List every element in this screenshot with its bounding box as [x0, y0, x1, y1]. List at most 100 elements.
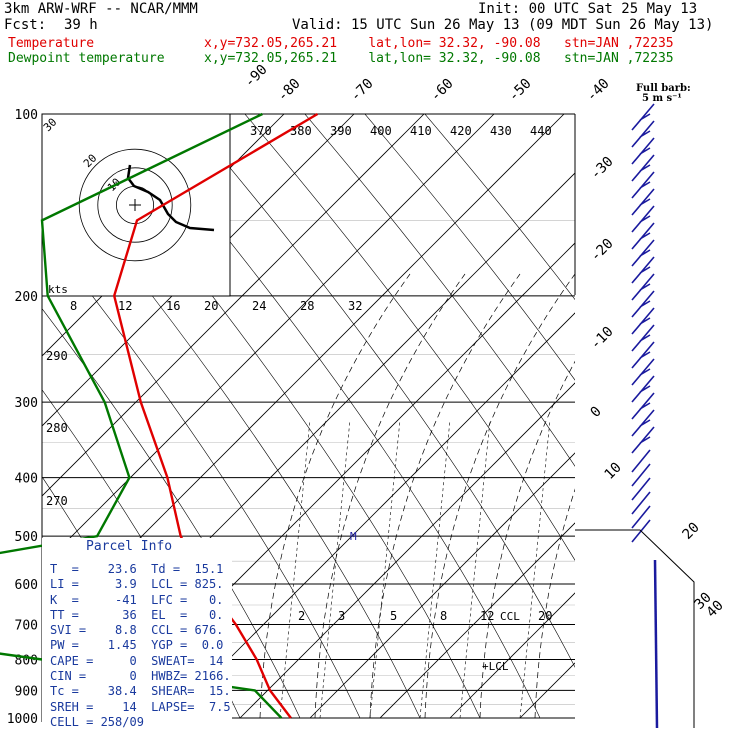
- wind-barb: [631, 120, 655, 148]
- full-barb-label: Full barb:: [636, 83, 691, 94]
- hodograph-scale-label: 20: [204, 299, 218, 313]
- parcel-info-row: CAPE = 0 SWEAT= 14: [50, 653, 224, 668]
- skew-temp-label: -90: [242, 62, 271, 91]
- theta-label: 370: [250, 124, 272, 138]
- isotherm-line: [309, 452, 575, 719]
- isotherm-line: [449, 592, 575, 719]
- pressure-label: 300: [15, 396, 38, 411]
- skew-temp-label: -60: [428, 76, 457, 105]
- theta-label: 380: [290, 124, 312, 138]
- isotherm-line: [660, 78, 740, 718]
- wind-staff: [653, 559, 659, 729]
- wind-barb: [631, 222, 655, 250]
- dry-adiabat: [184, 114, 575, 668]
- dry-adiabat: [244, 114, 575, 561]
- parcel-info-title: Parcel Info: [86, 539, 173, 554]
- parcel-info-row: TT = 36 EL = 0.: [50, 607, 224, 622]
- wind-barb: [631, 324, 655, 352]
- moist-adiabat: [369, 273, 521, 719]
- hodograph-scale-label: 32: [348, 299, 362, 313]
- theta-label: 440: [530, 124, 552, 138]
- wind-barb: [631, 491, 651, 515]
- wind-barb: [631, 188, 655, 216]
- dewpoint-legend: Dewpoint temperature: [8, 51, 165, 66]
- hodograph-scale-label: 8: [70, 299, 77, 313]
- parcel-info-rows: T = 23.6 Td = 15.1 LI = 3.9 LCL = 825. K =…: [50, 562, 231, 730]
- wind-barb: [631, 477, 651, 501]
- isotherm-line: [519, 662, 575, 719]
- pressure-label: 700: [15, 618, 38, 633]
- dry-adiabat: [424, 114, 575, 300]
- skew-temp-label: 0: [588, 404, 605, 421]
- dry-adiabat: [42, 308, 301, 719]
- wind-barb: [631, 358, 655, 386]
- mixing-ratio-label: 8: [440, 609, 447, 623]
- theta-side-label: 290: [46, 349, 68, 363]
- skew-temp-label: 20: [680, 520, 703, 543]
- mixing-ratio-line: [419, 419, 451, 719]
- wind-barb: [631, 375, 655, 403]
- ccl-marker: CCL: [500, 610, 520, 623]
- wind-barb: [631, 239, 655, 267]
- theta-label: 420: [450, 124, 472, 138]
- init-time: Init: 00 UTC Sat 25 May 13: [478, 1, 698, 17]
- wind-barb: [631, 409, 655, 437]
- temperature-legend: Temperature: [8, 36, 95, 51]
- parcel-info-row: K = -41 LFC = 0.: [50, 592, 224, 607]
- pressure-label: 100: [15, 108, 38, 123]
- moist-adiabat: [645, 274, 740, 718]
- dry-adiabat: [304, 114, 575, 467]
- mixing-ratio-line: [279, 419, 311, 719]
- dry-adiabat: [42, 157, 421, 719]
- dewpoint-location: x,y=732.05,265.21 lat,lon= 32.32, -90.08…: [204, 51, 674, 66]
- wind-barb: [631, 392, 655, 420]
- parcel-info-row: LI = 3.9 LCL = 825.: [50, 577, 224, 592]
- dry-adiabat: [124, 114, 541, 719]
- wind-barb: [631, 137, 655, 165]
- isotherm-line: [42, 114, 355, 427]
- parcel-info-row: SREH = 14 LAPSE= 7.5: [50, 699, 231, 714]
- parcel-info-row: CIN = 0 HWBZ= 2166.: [50, 669, 231, 684]
- hodograph-scale-label: 12: [118, 299, 132, 313]
- pressure-label: 400: [15, 472, 38, 487]
- theta-label: 400: [370, 124, 392, 138]
- skew-temp-label: -40: [584, 76, 613, 105]
- skew-temp-label: -80: [275, 76, 304, 105]
- wind-barb: [631, 307, 655, 335]
- forecast-hour: 39 h: [64, 17, 98, 33]
- isotherm-line: [42, 114, 495, 567]
- pressure-label: 900: [15, 684, 38, 699]
- isotherm-line: [590, 78, 740, 718]
- mixing-ratio-line: [319, 419, 351, 719]
- pressure-label: 1000: [7, 712, 38, 727]
- mixing-ratio-line: [519, 419, 551, 719]
- moist-adiabat: [700, 274, 740, 718]
- mixing-ratio-label: 3: [338, 609, 345, 623]
- temperature-line: [112, 112, 319, 719]
- wind-barb: [631, 103, 655, 131]
- theta-side-label: 270: [46, 494, 68, 508]
- theta-label: 410: [410, 124, 432, 138]
- pressure-label: 600: [15, 578, 38, 593]
- theta-label: 390: [330, 124, 352, 138]
- skew-temp-label: -70: [348, 76, 377, 105]
- wind-barb: [631, 505, 651, 529]
- wind-barb: [631, 463, 651, 487]
- wind-barb: [631, 290, 655, 318]
- wind-barb: [631, 273, 655, 301]
- hodograph-ring: [78, 148, 192, 262]
- wind-barb: [631, 426, 655, 454]
- full-barb-unit: 5 m s⁻¹: [642, 93, 682, 104]
- theta-side-label: 280: [46, 421, 68, 435]
- isotherm-line: [379, 522, 575, 719]
- mixing-ratio-line: [459, 419, 491, 719]
- parcel-info-row: Tc = 38.4 SHEAR= 15.: [50, 684, 231, 699]
- pressure-label: 500: [15, 530, 38, 545]
- wind-barb: [631, 449, 651, 473]
- isotherm-line: [730, 78, 740, 718]
- temperature-location: x,y=732.05,265.21 lat,lon= 32.32, -90.08…: [204, 36, 674, 51]
- wind-barb: [631, 154, 655, 182]
- hodograph-scale-label: 24: [252, 299, 266, 313]
- skew-temp-label: -30: [588, 154, 617, 183]
- hodograph-ring: [97, 167, 173, 243]
